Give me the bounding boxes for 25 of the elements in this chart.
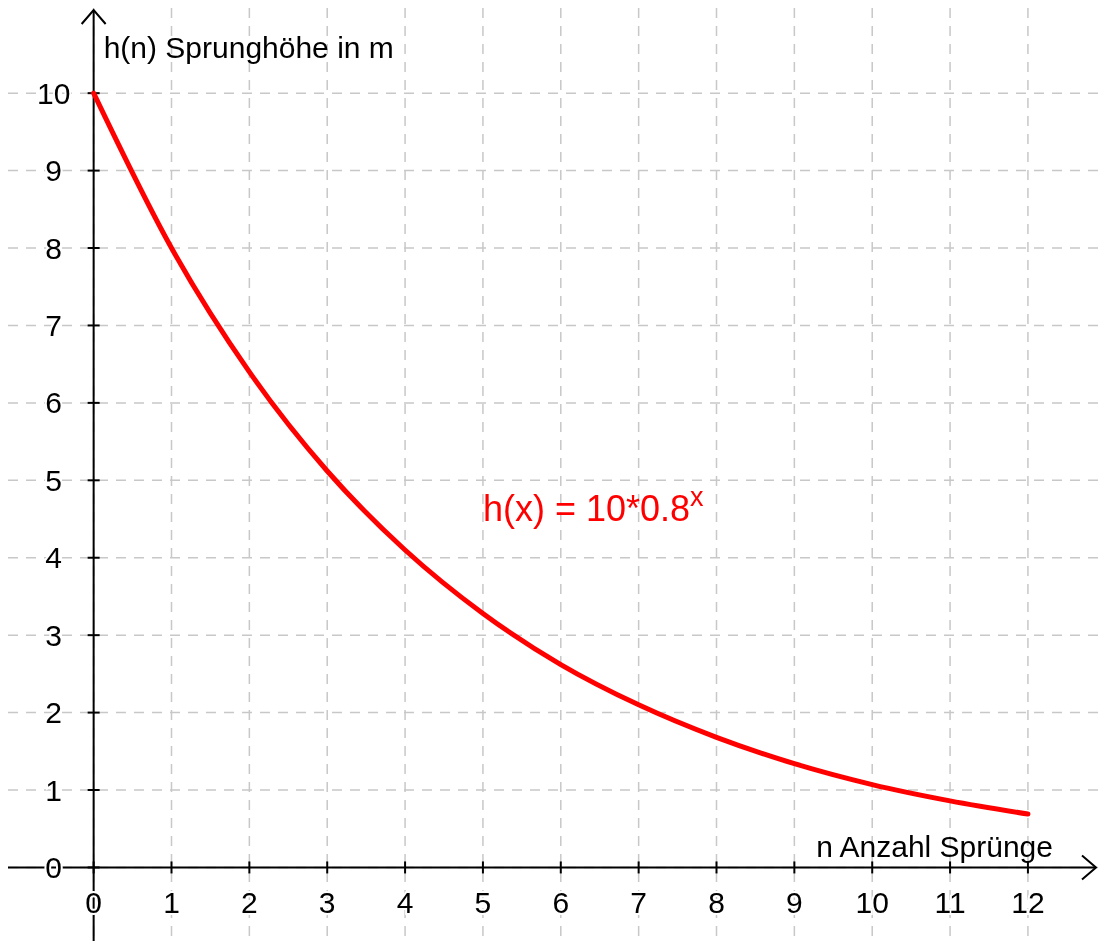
x-axis-title: n Anzahl Sprünge	[816, 830, 1053, 864]
x-tick-label: 1	[163, 886, 180, 920]
series-label: h(x) = 10*0.8$^{x}$	[482, 481, 705, 529]
x-tick-label: 11	[934, 886, 966, 920]
y-tick-label: 5	[45, 463, 62, 497]
y-axis-title: h(n) Sprunghöhe in m	[103, 31, 394, 64]
x-tick-label: 4	[396, 886, 414, 920]
y-tick-label: 8	[45, 231, 62, 265]
y-tick-label: 7	[45, 308, 62, 342]
y-tick-label: 3	[45, 618, 62, 652]
x-tick-label: 7	[630, 886, 647, 920]
x-tick-label: 2	[241, 886, 258, 920]
y-tick-label: 6	[45, 386, 62, 420]
x-tick-label: 12	[1011, 886, 1045, 920]
y-tick-label: 4	[45, 541, 62, 575]
y-tick-label: 1	[45, 773, 62, 807]
y-tick-label: 10	[36, 76, 71, 110]
x-tick-label: 9	[786, 886, 803, 920]
x-tick-label: 6	[552, 886, 570, 920]
y-tick-label: 9	[45, 154, 62, 188]
x-tick-label: 3	[318, 886, 336, 920]
x-tick-label: 5	[474, 886, 492, 920]
y-tick-label: 2	[45, 696, 62, 730]
x-tick-label: 10	[855, 886, 889, 920]
x-tick-label: 8	[708, 886, 725, 920]
